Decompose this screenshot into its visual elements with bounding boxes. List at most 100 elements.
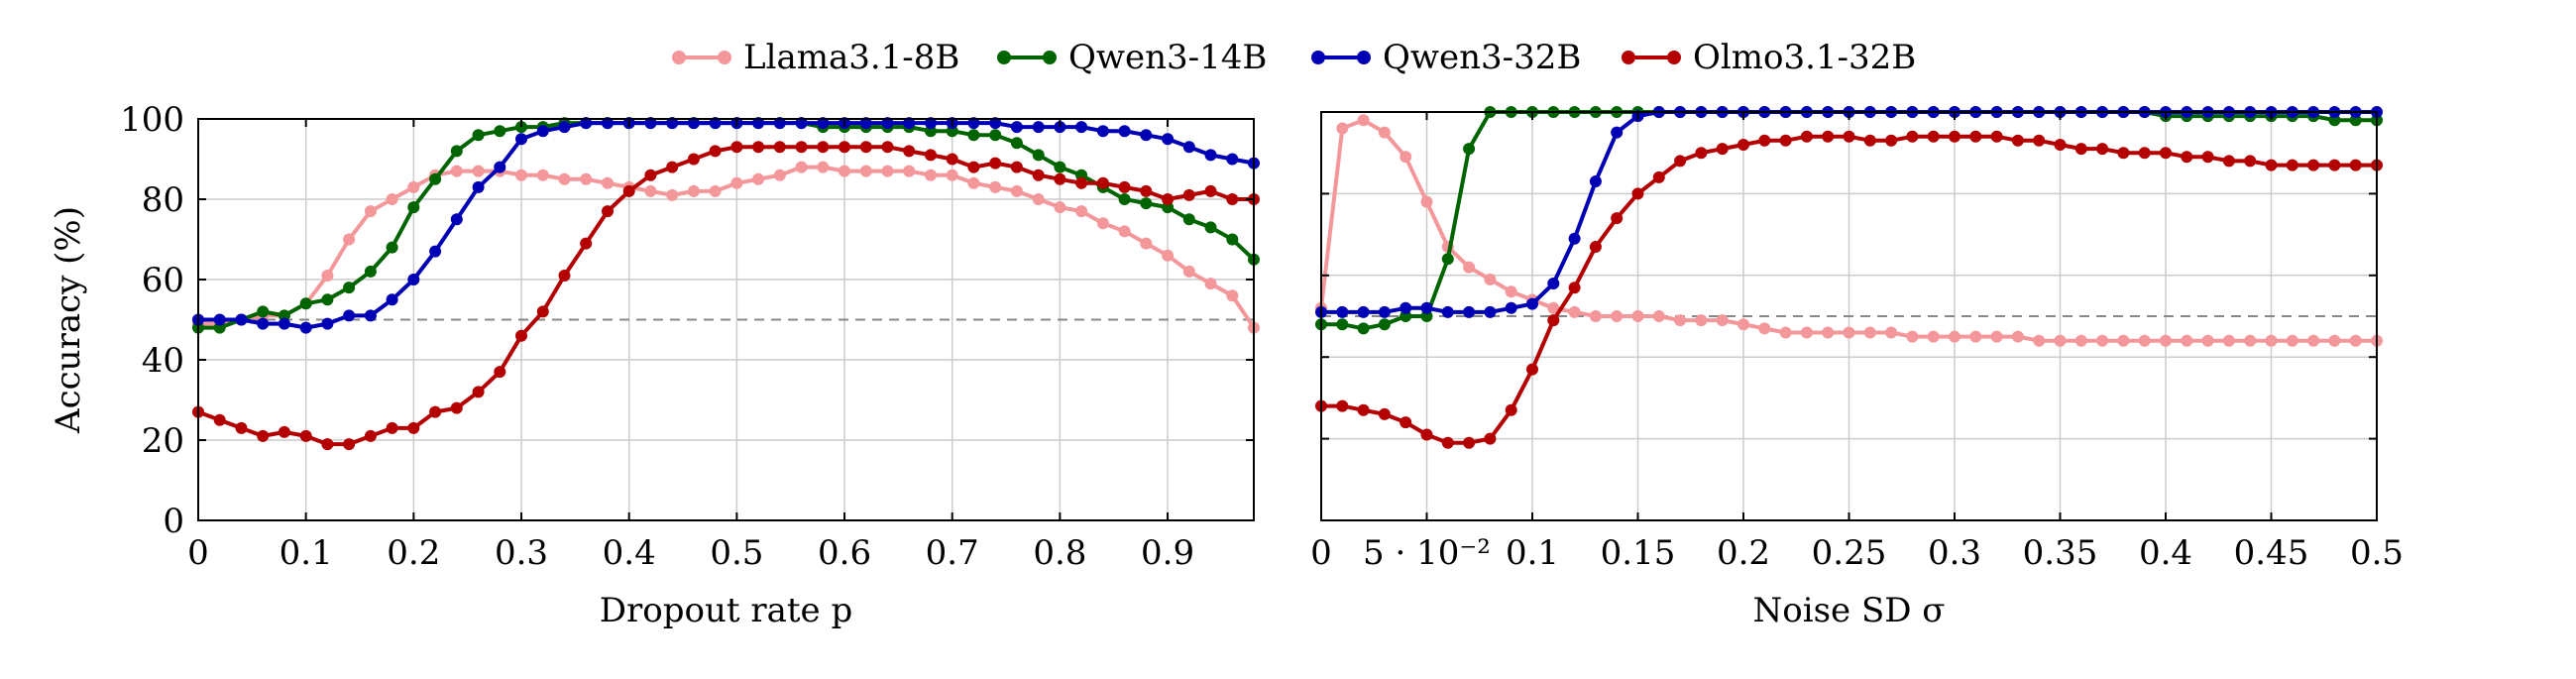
- data-point: [1463, 305, 1476, 318]
- data-point: [364, 429, 377, 442]
- data-point: [515, 133, 527, 146]
- data-point: [494, 125, 506, 138]
- x-tick-label: 0.9: [1141, 533, 1194, 573]
- legend-item-olmo3-1-32b: Olmo3.1-32B: [1622, 38, 1916, 77]
- data-point: [429, 245, 442, 258]
- data-point: [2011, 330, 2024, 343]
- data-point: [644, 117, 657, 130]
- x-tick-label: 0: [187, 533, 209, 573]
- data-point: [407, 274, 420, 285]
- data-point: [1054, 201, 1066, 214]
- legend-marker: [997, 51, 1011, 64]
- data-point: [989, 157, 1002, 170]
- series-line-qwen3-14b: [198, 121, 1256, 330]
- data-point: [903, 145, 916, 158]
- data-point: [1547, 278, 1560, 289]
- data-point: [407, 421, 420, 434]
- data-point: [213, 313, 226, 326]
- data-point: [536, 305, 549, 318]
- data-point: [450, 165, 463, 177]
- data-point: [515, 121, 527, 134]
- data-point: [1611, 212, 1624, 225]
- data-point: [1140, 237, 1153, 250]
- x-tick-label: 0.35: [2023, 533, 2098, 573]
- data-point: [1226, 233, 1239, 246]
- data-point: [2117, 334, 2130, 347]
- data-point: [2160, 147, 2172, 160]
- data-point: [1162, 193, 1175, 205]
- legend-marker: [718, 51, 731, 64]
- data-point: [299, 429, 312, 442]
- data-point: [666, 117, 679, 130]
- data-point: [1990, 330, 2003, 343]
- data-point: [946, 169, 958, 181]
- data-point: [1526, 297, 1538, 310]
- data-point: [795, 117, 808, 130]
- x-tick-label: 0.1: [280, 533, 333, 573]
- data-point: [429, 172, 442, 185]
- data-point: [1400, 310, 1412, 322]
- legend-marker: [1622, 51, 1635, 64]
- data-point: [1010, 137, 1023, 150]
- data-point: [580, 172, 593, 185]
- data-point: [1969, 130, 1982, 143]
- data-point: [2328, 114, 2341, 127]
- data-point: [839, 165, 850, 177]
- y-tick-label: 60: [142, 261, 184, 300]
- data-point: [1204, 184, 1217, 197]
- y-tick-label: 100: [120, 100, 184, 140]
- data-point: [386, 241, 398, 254]
- data-point: [2181, 334, 2193, 347]
- data-point: [967, 117, 980, 130]
- data-point: [1075, 121, 1088, 134]
- data-point: [299, 297, 312, 310]
- data-point: [1441, 253, 1454, 266]
- x-tick-label: 0.6: [818, 533, 871, 573]
- data-point: [1927, 330, 1940, 343]
- data-point: [1484, 432, 1497, 445]
- data-point: [1118, 193, 1131, 205]
- data-point: [1568, 232, 1581, 245]
- x-tick-label: 0.45: [2234, 533, 2309, 573]
- legend-label-llama3-1-8b: Llama3.1-8B: [743, 38, 959, 77]
- data-point: [1758, 134, 1771, 147]
- data-point: [881, 141, 894, 154]
- data-point: [795, 141, 808, 154]
- data-point: [1505, 403, 1517, 416]
- data-point: [1204, 149, 1217, 162]
- data-point: [558, 121, 571, 134]
- data-point: [881, 165, 894, 177]
- data-point: [450, 145, 463, 158]
- data-point: [558, 270, 571, 282]
- data-point: [1357, 403, 1370, 416]
- data-point: [1822, 130, 1835, 143]
- data-point: [1885, 326, 1898, 339]
- data-point: [1949, 330, 1960, 343]
- data-point: [1118, 125, 1131, 138]
- data-point: [1589, 241, 1602, 253]
- data-point: [472, 129, 485, 142]
- data-point: [1800, 326, 1813, 339]
- data-point: [1075, 205, 1088, 218]
- data-point: [1378, 126, 1391, 139]
- data-point: [1357, 322, 1370, 335]
- data-point: [989, 180, 1002, 193]
- data-point: [450, 401, 463, 414]
- data-point: [1140, 184, 1153, 197]
- data-point: [752, 141, 765, 154]
- data-point: [1463, 436, 1476, 449]
- data-point: [903, 165, 916, 177]
- data-point: [2054, 334, 2067, 347]
- data-point: [213, 413, 226, 426]
- data-point: [1378, 407, 1391, 420]
- data-point: [1843, 130, 1855, 143]
- data-point: [2011, 134, 2024, 147]
- data-point: [1010, 184, 1023, 197]
- data-point: [1441, 305, 1454, 318]
- data-point: [773, 141, 786, 154]
- data-point: [1420, 195, 1433, 208]
- data-point: [1800, 130, 1813, 143]
- data-point: [925, 169, 937, 181]
- data-point: [558, 172, 571, 185]
